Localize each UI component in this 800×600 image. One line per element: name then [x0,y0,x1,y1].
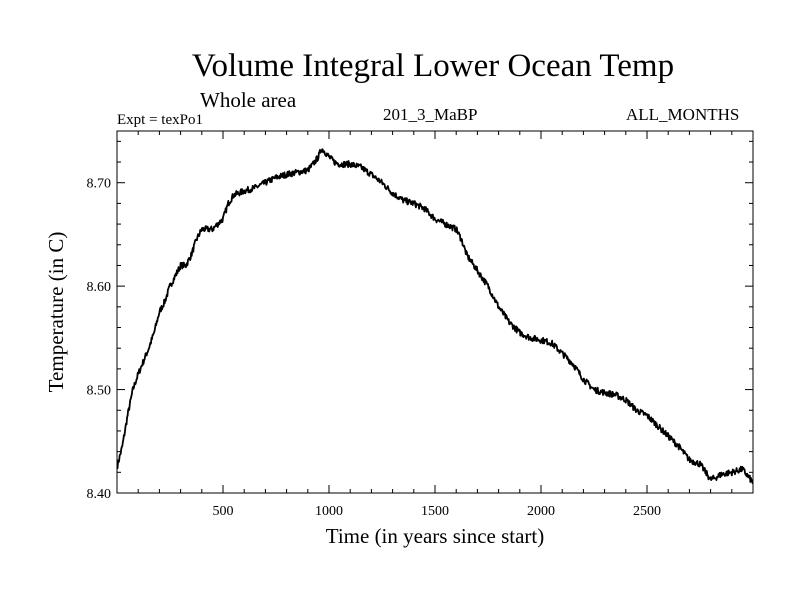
y-tick-label: 8.40 [87,487,112,502]
y-axis-ticks: 8.40 8.50 8.60 8.70 [87,140,753,502]
run-label: 201_3_MaBP [383,105,478,124]
chart-subtitle: Whole area [200,88,297,112]
x-tick-label: 1500 [421,504,449,519]
x-axis-ticks: 500 1000 1500 2000 2500 [137,131,733,519]
y-tick-label: 8.60 [87,280,112,295]
chart-title: Volume Integral Lower Ocean Temp [191,48,675,84]
period-label: ALL_MONTHS [626,105,740,124]
x-tick-label: 500 [213,504,234,519]
series-line [116,148,754,485]
plot-frame [116,130,754,494]
y-tick-label: 8.70 [87,177,112,192]
x-tick-label: 2000 [527,504,555,519]
x-tick-label: 1000 [315,504,343,519]
x-axis-label: Time (in years since start) [326,524,545,548]
y-axis-label: Temperature (in C) [44,232,68,393]
y-tick-label: 8.50 [87,384,112,399]
x-tick-label: 2500 [633,504,661,519]
experiment-label: Expt = texPo1 [117,112,203,128]
